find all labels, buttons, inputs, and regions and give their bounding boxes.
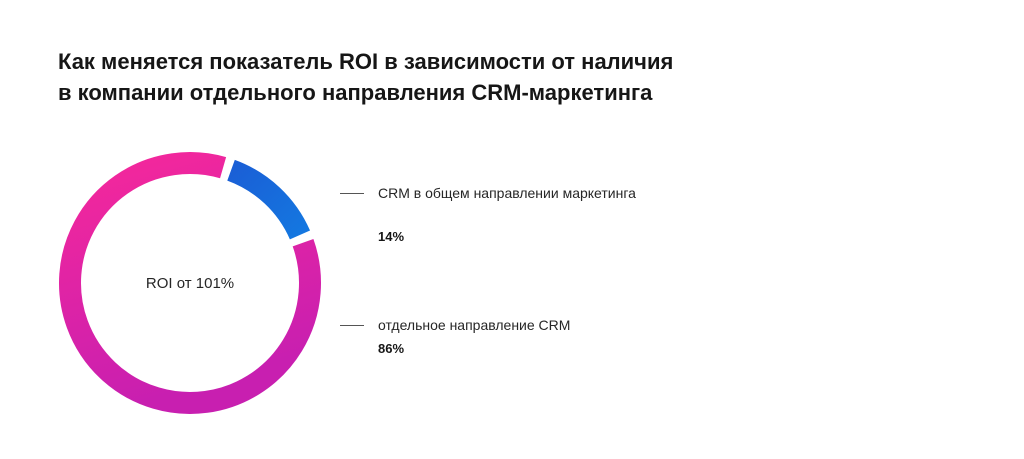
donut-center-label: ROI от 101% [146, 275, 234, 292]
legend-leader-line [340, 193, 364, 194]
donut-slice-crm-general [226, 159, 311, 240]
legend-value: 86% [378, 341, 405, 356]
legend-value: 14% [378, 229, 405, 244]
chart-title-line-1: Как меняется показатель ROI в зависимост… [58, 49, 674, 74]
donut-slice-crm-separate [59, 152, 321, 414]
donut-slices [59, 152, 321, 414]
legend-label: отдельное направление CRM [378, 317, 571, 333]
chart-title: Как меняется показатель ROI в зависимост… [58, 46, 778, 108]
legend-leader-line [340, 325, 364, 326]
chart-title-line-2: в компании отдельного направления CRM-ма… [58, 80, 653, 105]
legend-label: CRM в общем направлении маркетинга [378, 185, 636, 201]
